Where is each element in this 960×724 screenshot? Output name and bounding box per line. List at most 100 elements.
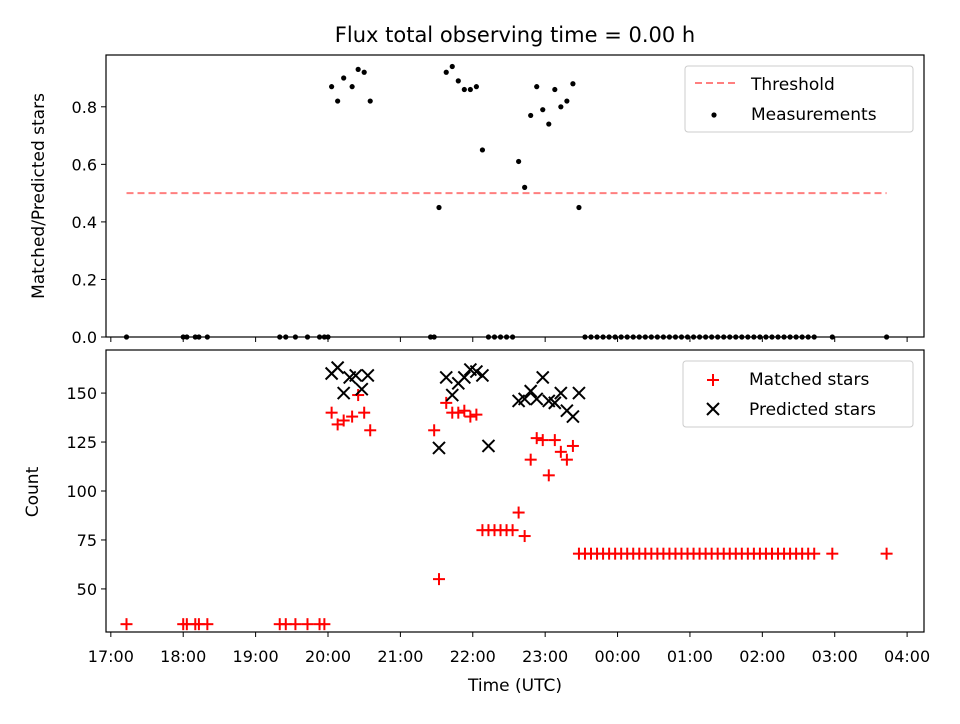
matched-star-point — [506, 524, 519, 537]
matched-star-point — [458, 404, 471, 417]
predicted-star-point — [361, 368, 375, 383]
count-legend: Matched stars Predicted stars — [682, 360, 914, 428]
matched-star-point — [432, 573, 445, 586]
count-x-tick-label: 23:00 — [522, 647, 568, 666]
predicted-legend-label: Predicted stars — [749, 400, 876, 420]
predicted-star-point — [469, 364, 484, 379]
matched-star-point — [536, 434, 549, 447]
measurement-point — [473, 84, 479, 90]
ratio-y-tick-label: 0.0 — [72, 328, 97, 347]
count-y-tick-label: 75 — [77, 531, 97, 550]
matched-star-point — [120, 618, 133, 631]
matched-star-point — [325, 406, 338, 419]
measurement-point — [361, 69, 367, 75]
measurement-point — [522, 184, 528, 190]
predicted-star-point — [572, 386, 586, 400]
matched-star-point — [364, 424, 377, 437]
y-axis-label-ratio: Matched/Predicted stars — [29, 93, 49, 299]
measurements-legend-label: Measurements — [751, 105, 877, 125]
matched-star-point — [512, 506, 525, 519]
ratio-legend-box — [684, 65, 914, 133]
count-x-tick-label: 02:00 — [739, 647, 785, 666]
matched-star-point — [346, 410, 359, 423]
measurement-point — [564, 98, 570, 104]
measurement-point — [540, 107, 546, 113]
matched-star-point — [566, 439, 579, 452]
matched-star-point — [452, 406, 465, 419]
measurement-point — [558, 104, 564, 110]
count-x-tick-label: 19:00 — [233, 647, 279, 666]
measurement-point — [467, 86, 473, 93]
count-x-tick-label: 22:00 — [450, 647, 496, 666]
count-x-tick-label: 01:00 — [667, 647, 713, 666]
ratio-axes: 0.0 0.2 0.4 0.6 0.8 — [72, 98, 908, 347]
measurement-point — [335, 98, 341, 104]
measurement-point — [443, 69, 449, 75]
ratio-y-tick-label: 0.6 — [72, 155, 97, 174]
matched-star-point — [548, 434, 561, 447]
x-axis-label: Time (UTC) — [467, 676, 562, 696]
measurement-point — [329, 84, 335, 90]
count-x-tick-label: 04:00 — [884, 647, 930, 666]
measurement-point — [570, 81, 576, 87]
measurement-point — [516, 158, 522, 165]
matched-star-point — [201, 618, 214, 631]
measurement-point — [552, 86, 558, 93]
ratio-y-tick-label: 0.4 — [72, 213, 97, 232]
matched-star-point — [440, 396, 453, 409]
y-axis-label-count: Count — [23, 466, 43, 517]
matched-legend-label: Matched stars — [749, 370, 869, 390]
matched-star-point — [826, 547, 839, 560]
matched-star-point — [808, 547, 821, 560]
count-marks — [120, 360, 893, 631]
predicted-star-point — [330, 360, 345, 375]
predicted-star-point — [475, 368, 490, 383]
matched-star-point — [554, 445, 567, 458]
measurement-point — [341, 75, 347, 81]
threshold-legend-label: Threshold — [750, 75, 835, 95]
matched-legend-marker — [707, 374, 719, 386]
matched-star-point — [331, 418, 344, 431]
measurement-point — [479, 147, 486, 153]
ratio-y-tick-label: 0.2 — [72, 270, 97, 289]
matched-star-point — [464, 410, 477, 423]
count-y-tick-label: 125 — [66, 433, 97, 452]
matched-star-point — [428, 424, 441, 437]
predicted-star-point — [517, 392, 532, 406]
ratio-legend: Threshold Measurements — [684, 65, 914, 133]
count-y-tick-label: 100 — [66, 482, 97, 501]
measurement-point — [546, 121, 552, 127]
matched-star-point — [289, 618, 302, 631]
measurement-point — [449, 63, 455, 70]
predicted-star-point — [548, 396, 562, 410]
measurement-point — [576, 204, 582, 211]
count-x-tick-label: 20:00 — [305, 647, 351, 666]
predicted-star-point — [481, 439, 496, 453]
measurements-legend-marker — [711, 112, 717, 118]
matched-star-point — [352, 389, 365, 402]
matched-star-point — [358, 406, 371, 419]
matched-star-point — [524, 453, 537, 466]
measurement-point — [534, 84, 540, 90]
count-x-tick-label: 18:00 — [160, 647, 206, 666]
measurement-point — [349, 84, 355, 90]
predicted-star-point — [355, 382, 369, 396]
count-x-tick-label: 21:00 — [377, 647, 423, 666]
ratio-y-tick-label: 0.8 — [72, 98, 97, 117]
predicted-star-point — [530, 392, 544, 406]
predicted-star-point — [554, 386, 568, 400]
matched-star-point — [518, 530, 531, 543]
predicted-star-point — [349, 368, 363, 383]
panel-count: Count Time (UTC) 50 75 100 125 150 17:00 18:00… — [23, 349, 930, 696]
matched-star-point — [542, 469, 555, 482]
matched-star-point — [301, 618, 314, 631]
predicted-star-point — [457, 370, 472, 385]
predicted-star-point — [336, 386, 351, 400]
matched-star-point — [337, 414, 350, 427]
ratio-axes-frame — [105, 54, 925, 338]
predicted-star-point — [445, 388, 459, 402]
count-axes: 50 75 100 125 150 17:00 18:00 19:00 20:00 21:00 22… — [66, 384, 930, 666]
matched-star-point — [318, 618, 331, 631]
measurement-point — [455, 78, 461, 84]
measurement-point — [367, 98, 373, 104]
